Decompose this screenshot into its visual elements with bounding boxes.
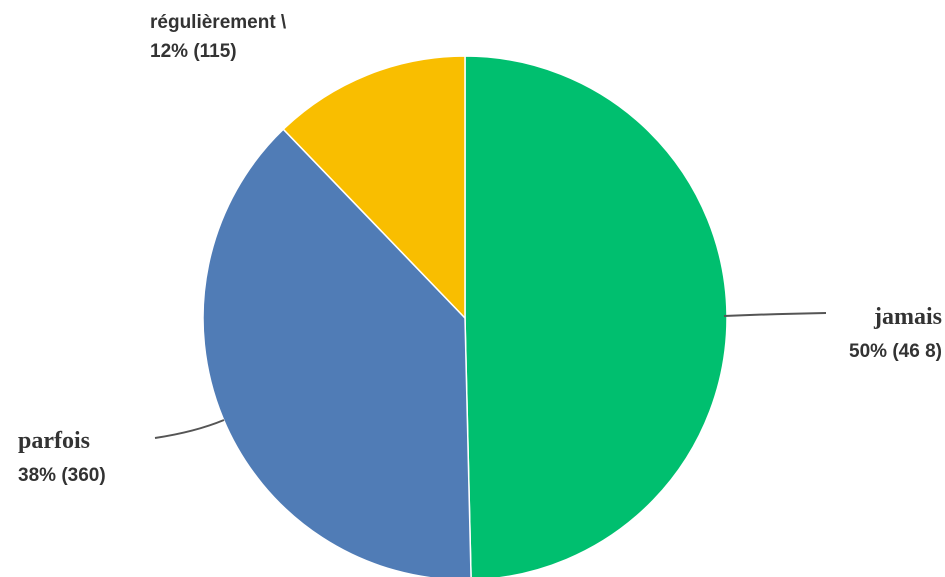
slice-label-name: régulièrement \ bbox=[150, 12, 287, 33]
pie-slice-parfois bbox=[202, 128, 472, 577]
label-parfois: parfois 38% (360) bbox=[18, 428, 106, 486]
leader-line-parfois bbox=[154, 419, 225, 439]
pie-slices bbox=[202, 55, 728, 577]
slice-label-name: jamais bbox=[873, 304, 942, 330]
slice-label-value: 12% (115) bbox=[150, 41, 237, 62]
leader-line-jamais bbox=[723, 312, 827, 317]
slice-label-value: 50% (46 8) bbox=[849, 341, 942, 362]
pie-slice-jamais bbox=[464, 55, 728, 577]
label-regulierement: régulièrement \ 12% (115) bbox=[150, 12, 287, 62]
slice-label-value: 38% (360) bbox=[18, 465, 106, 486]
label-jamais: jamais 50% (46 8) bbox=[849, 304, 942, 362]
pie-slice-régulièrement bbox=[282, 55, 466, 320]
slice-label-name: parfois bbox=[18, 428, 90, 454]
